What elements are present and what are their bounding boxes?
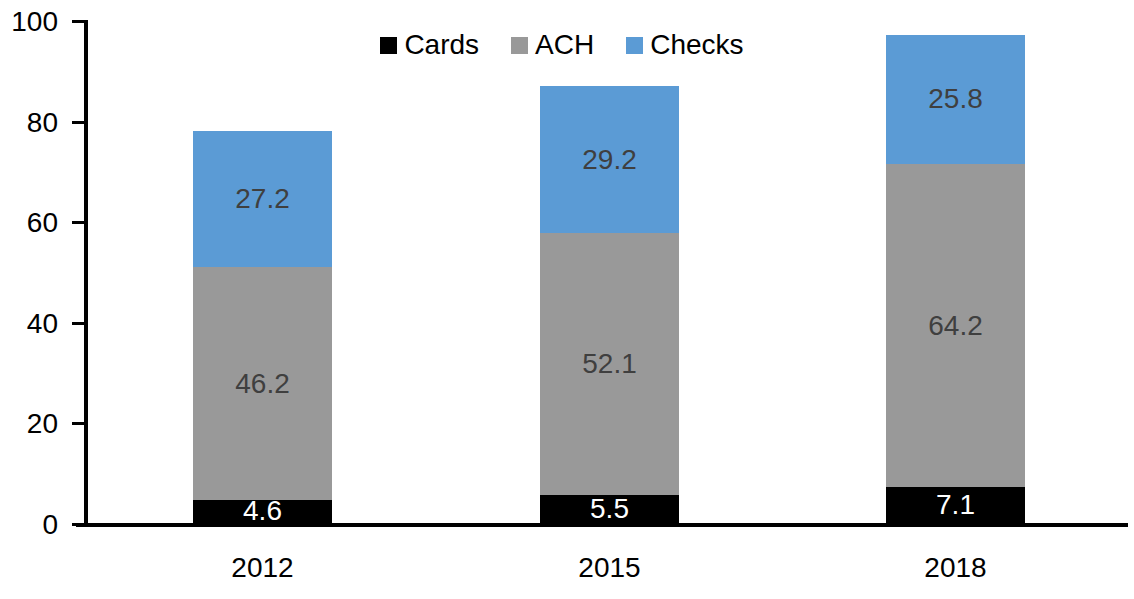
y-tick-mark xyxy=(72,523,86,526)
y-tick-mark xyxy=(72,322,86,325)
legend-label-checks: Checks xyxy=(650,29,743,61)
x-category-label-2015: 2015 xyxy=(540,551,679,585)
data-label-cards-2012: 4.6 xyxy=(243,497,282,525)
legend-swatch-ach-icon xyxy=(511,37,528,54)
legend-label-ach: ACH xyxy=(535,29,594,61)
legend-entry-checks: Checks xyxy=(626,29,743,61)
data-label-cards-2015: 5.5 xyxy=(590,495,629,523)
data-label-ach-2012: 46.2 xyxy=(235,370,290,398)
x-category-label-2018: 2018 xyxy=(886,551,1025,585)
data-label-checks-2012: 27.2 xyxy=(235,185,290,213)
bar-segment-checks-2015: 29.2 xyxy=(540,86,679,233)
y-axis-line xyxy=(84,20,88,527)
y-tick-label: 80 xyxy=(0,106,58,140)
bar-segment-cards-2012: 4.6 xyxy=(193,500,332,523)
legend-swatch-checks-icon xyxy=(626,37,643,54)
bar-segment-ach-2015: 52.1 xyxy=(540,233,679,495)
bar-segment-cards-2018: 7.1 xyxy=(886,487,1025,523)
bar-segment-checks-2018: 25.8 xyxy=(886,35,1025,165)
bar-segment-ach-2012: 46.2 xyxy=(193,267,332,499)
data-label-cards-2018: 7.1 xyxy=(936,491,975,519)
y-tick-label: 0 xyxy=(0,508,58,542)
legend-entry-ach: ACH xyxy=(511,29,594,61)
data-label-checks-2015: 29.2 xyxy=(582,146,637,174)
data-label-checks-2018: 25.8 xyxy=(928,85,983,113)
y-tick-label: 60 xyxy=(0,206,58,240)
bar-segment-cards-2015: 5.5 xyxy=(540,495,679,523)
bar-segment-checks-2012: 27.2 xyxy=(193,131,332,268)
legend-label-cards: Cards xyxy=(404,29,479,61)
y-tick-mark xyxy=(72,422,86,425)
legend-swatch-cards-icon xyxy=(380,37,397,54)
y-tick-label: 100 xyxy=(0,5,58,39)
y-tick-mark xyxy=(72,121,86,124)
y-tick-mark xyxy=(72,20,86,23)
legend-entry-cards: Cards xyxy=(380,29,479,61)
data-label-ach-2018: 64.2 xyxy=(928,312,983,340)
stacked-bar-chart: Cards ACH Checks 0 20 40 60 80 100 4.6 46.2 27.2 20… xyxy=(0,0,1134,599)
x-category-label-2012: 2012 xyxy=(193,551,332,585)
y-tick-label: 40 xyxy=(0,307,58,341)
y-tick-mark xyxy=(72,221,86,224)
bar-segment-ach-2018: 64.2 xyxy=(886,164,1025,487)
y-tick-label: 20 xyxy=(0,407,58,441)
data-label-ach-2015: 52.1 xyxy=(582,350,637,378)
